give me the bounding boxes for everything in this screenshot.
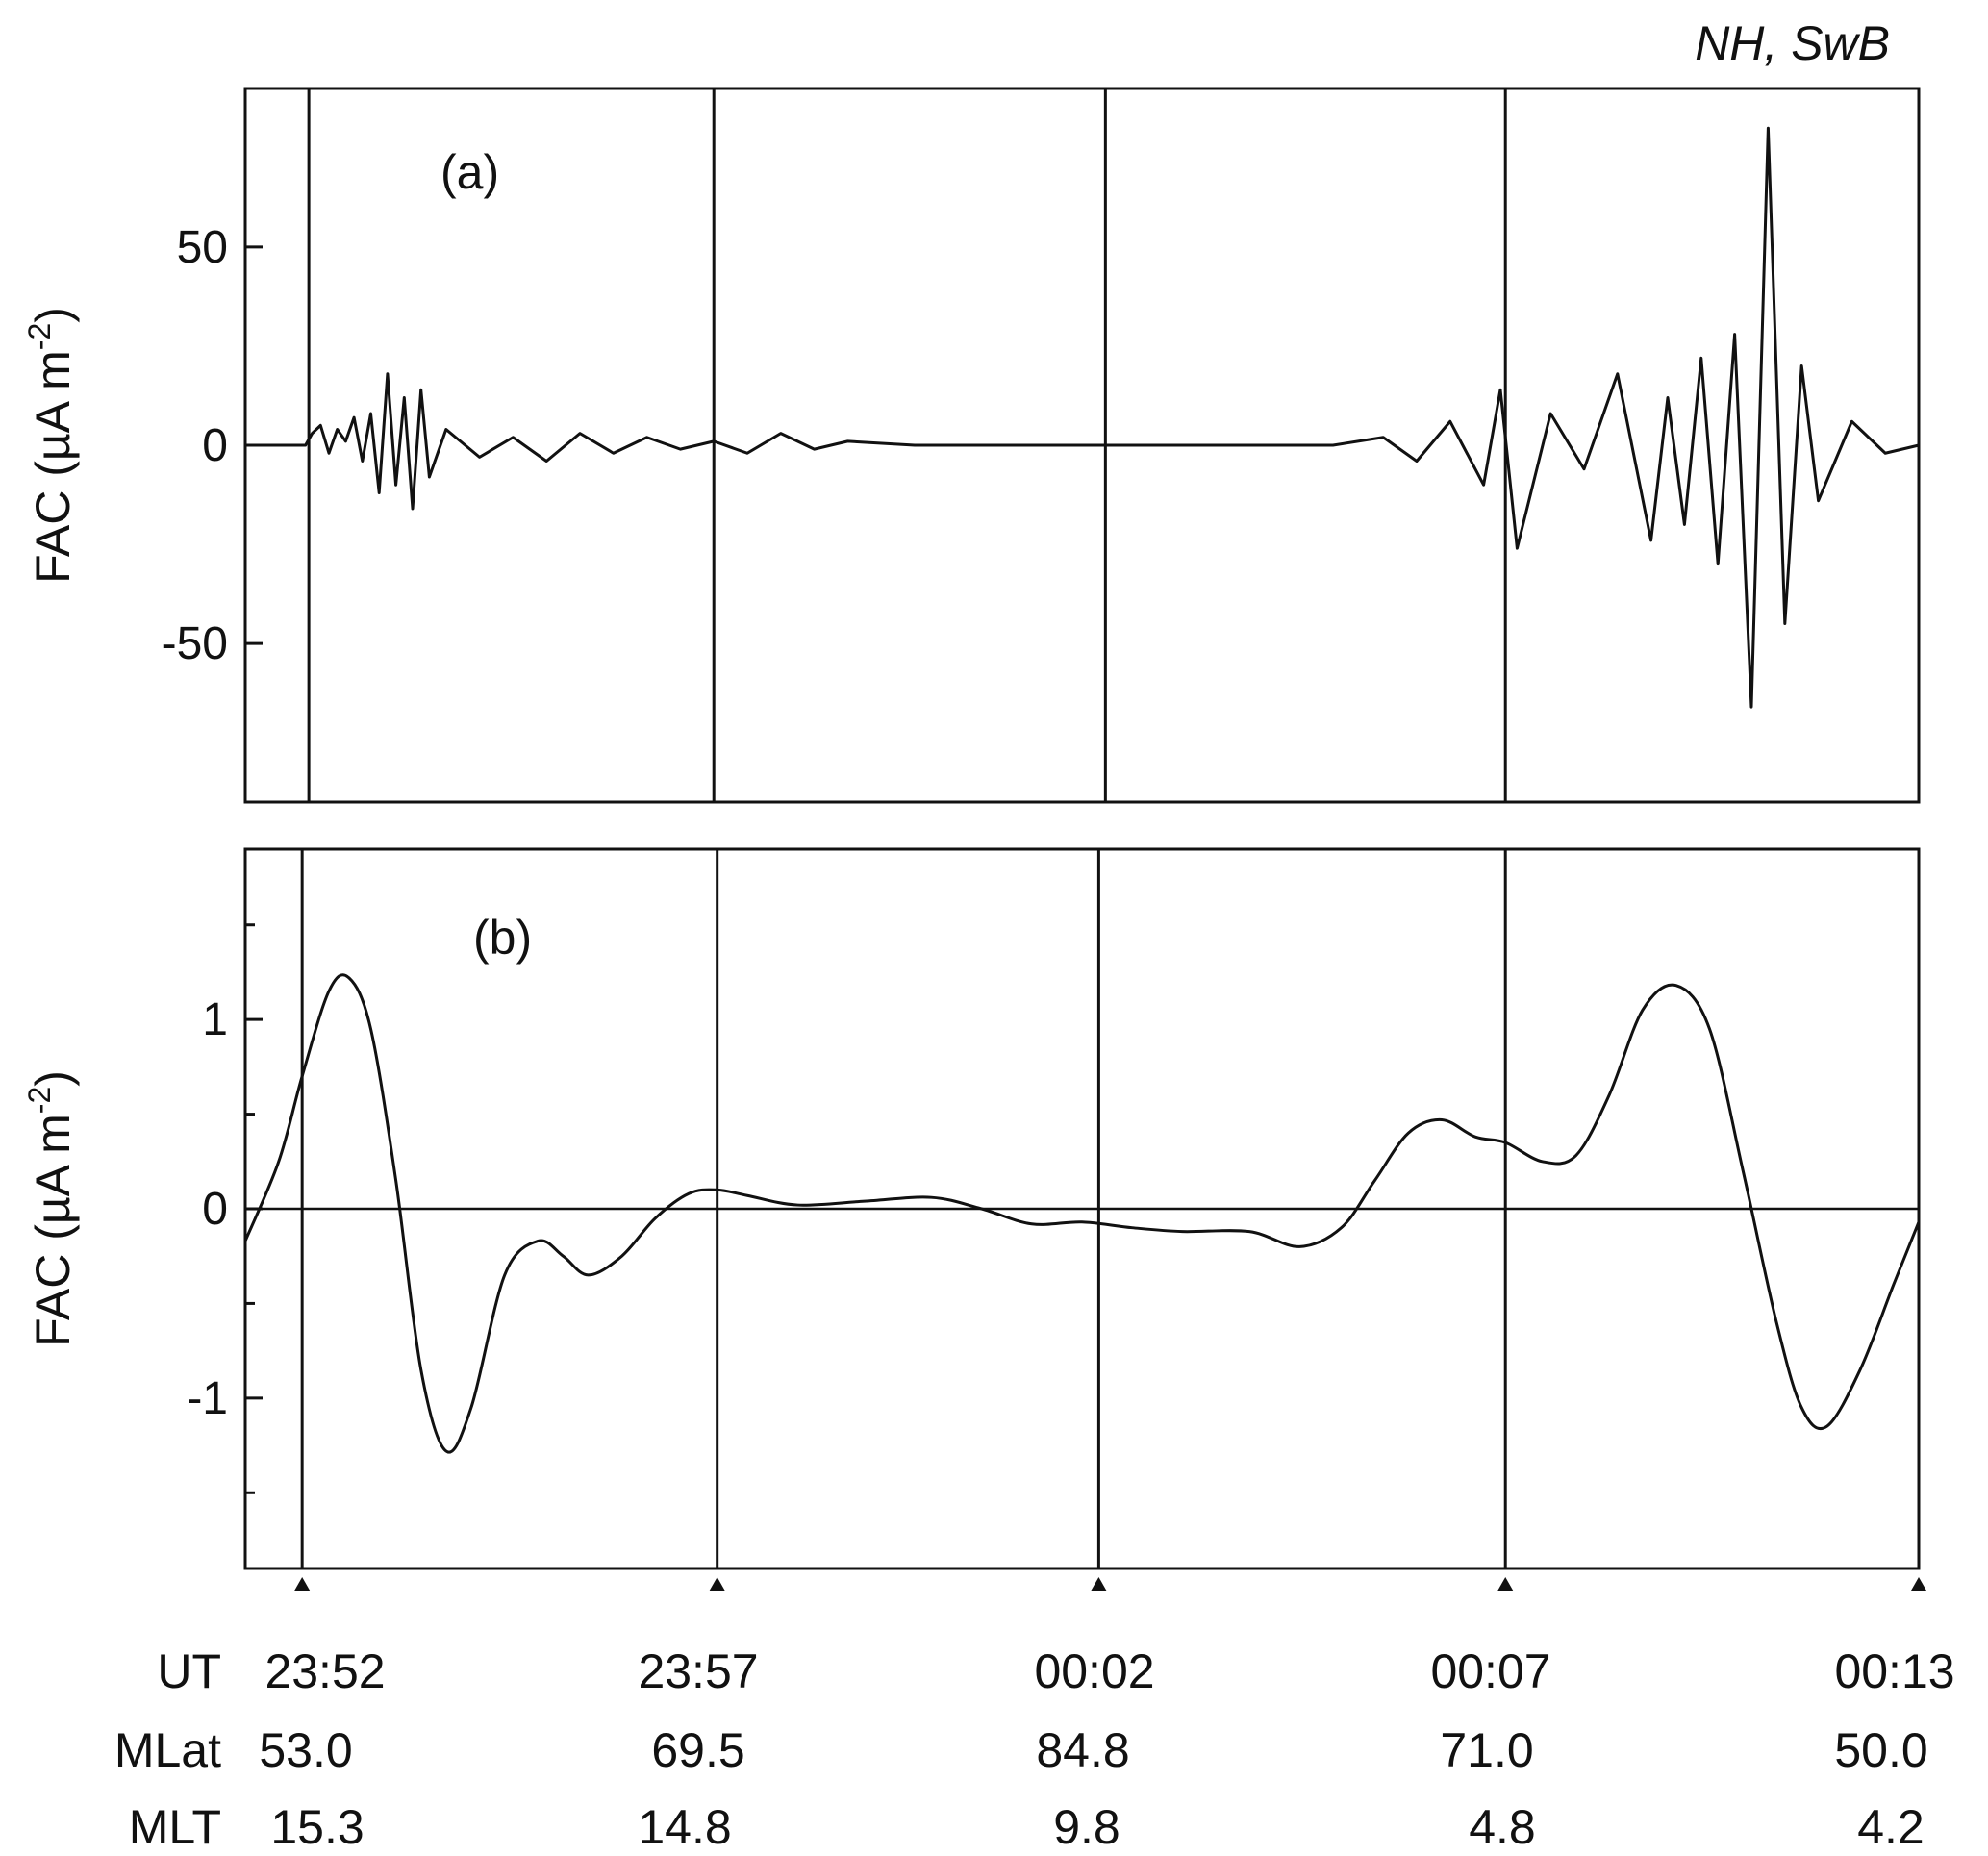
panel-a-ytick-label: 0 (202, 420, 228, 471)
x-marker-triangle (294, 1577, 311, 1591)
x-row-value: 00:13 (1834, 1644, 1954, 1698)
panel-b-vlines (300, 849, 1507, 1568)
panel-b-trace (243, 973, 1921, 1454)
panel-a-tag: (a) (440, 145, 499, 199)
x-row-value: 53.0 (259, 1723, 352, 1777)
panel-b-ytick-label: 1 (202, 994, 228, 1045)
x-row-value: 4.2 (1857, 1800, 1925, 1854)
x-row-value: 23:52 (264, 1644, 385, 1698)
x-row-value: 69.5 (651, 1723, 744, 1777)
panel-b: -1 0 1 (b) FAC (µA m-2) (22, 847, 1921, 1570)
x-row-value: 50.0 (1834, 1723, 1927, 1777)
panel-a: -50 0 50 (a) FAC (µA m-2) (22, 87, 1921, 804)
panel-b-yticks: -1 0 1 (187, 923, 263, 1494)
panel-a-ylabel-sup: -2 (22, 323, 57, 350)
x-row-value: 23:57 (638, 1644, 758, 1698)
panel-a-yticks: -50 0 50 (162, 222, 263, 669)
panel-b-tag: (b) (473, 911, 532, 965)
panel-b-ylabel-main: FAC (µA m (26, 1114, 80, 1347)
corner-label: NH, SwB (1695, 16, 1890, 70)
x-row-label: UT (157, 1644, 221, 1698)
panel-b-ylabel: FAC (µA m-2) (22, 1070, 80, 1347)
x-row-value: 84.8 (1036, 1723, 1129, 1777)
x-marker-triangle (1911, 1577, 1926, 1591)
x-axis-markers (294, 1577, 1926, 1591)
panel-b-ylabel-close: ) (26, 1070, 80, 1087)
panel-b-ylabel-sup: -2 (22, 1087, 57, 1114)
x-marker-triangle (1091, 1577, 1107, 1591)
panel-a-ytick-label: 50 (177, 222, 228, 273)
x-marker-triangle (1497, 1577, 1514, 1591)
x-row-value: 71.0 (1440, 1723, 1533, 1777)
x-row-value: 00:02 (1034, 1644, 1154, 1698)
x-row-value: 15.3 (270, 1800, 364, 1854)
x-row-label: MLat (114, 1723, 221, 1777)
x-row-value: 9.8 (1053, 1800, 1120, 1854)
panel-a-trace (245, 126, 1920, 709)
panel-a-ytick-label: -50 (162, 618, 228, 669)
x-row-label: MLT (129, 1800, 221, 1854)
panel-a-ylabel-main: FAC (µA m (26, 350, 80, 584)
x-axis-label-table: UT 23:52 23:57 00:02 00:07 00:13 MLat 53.0 69.5 8… (114, 1644, 1955, 1854)
panel-b-ytick-label: 0 (202, 1184, 228, 1235)
x-row-value: 14.8 (638, 1800, 731, 1854)
x-marker-triangle (709, 1577, 725, 1591)
x-row-value: 00:07 (1430, 1644, 1550, 1698)
panel-a-ylabel-close: ) (26, 307, 80, 323)
panel-a-ylabel: FAC (µA m-2) (22, 307, 80, 584)
panel-b-ytick-label: -1 (187, 1373, 228, 1424)
x-row-value: 4.8 (1469, 1800, 1536, 1854)
